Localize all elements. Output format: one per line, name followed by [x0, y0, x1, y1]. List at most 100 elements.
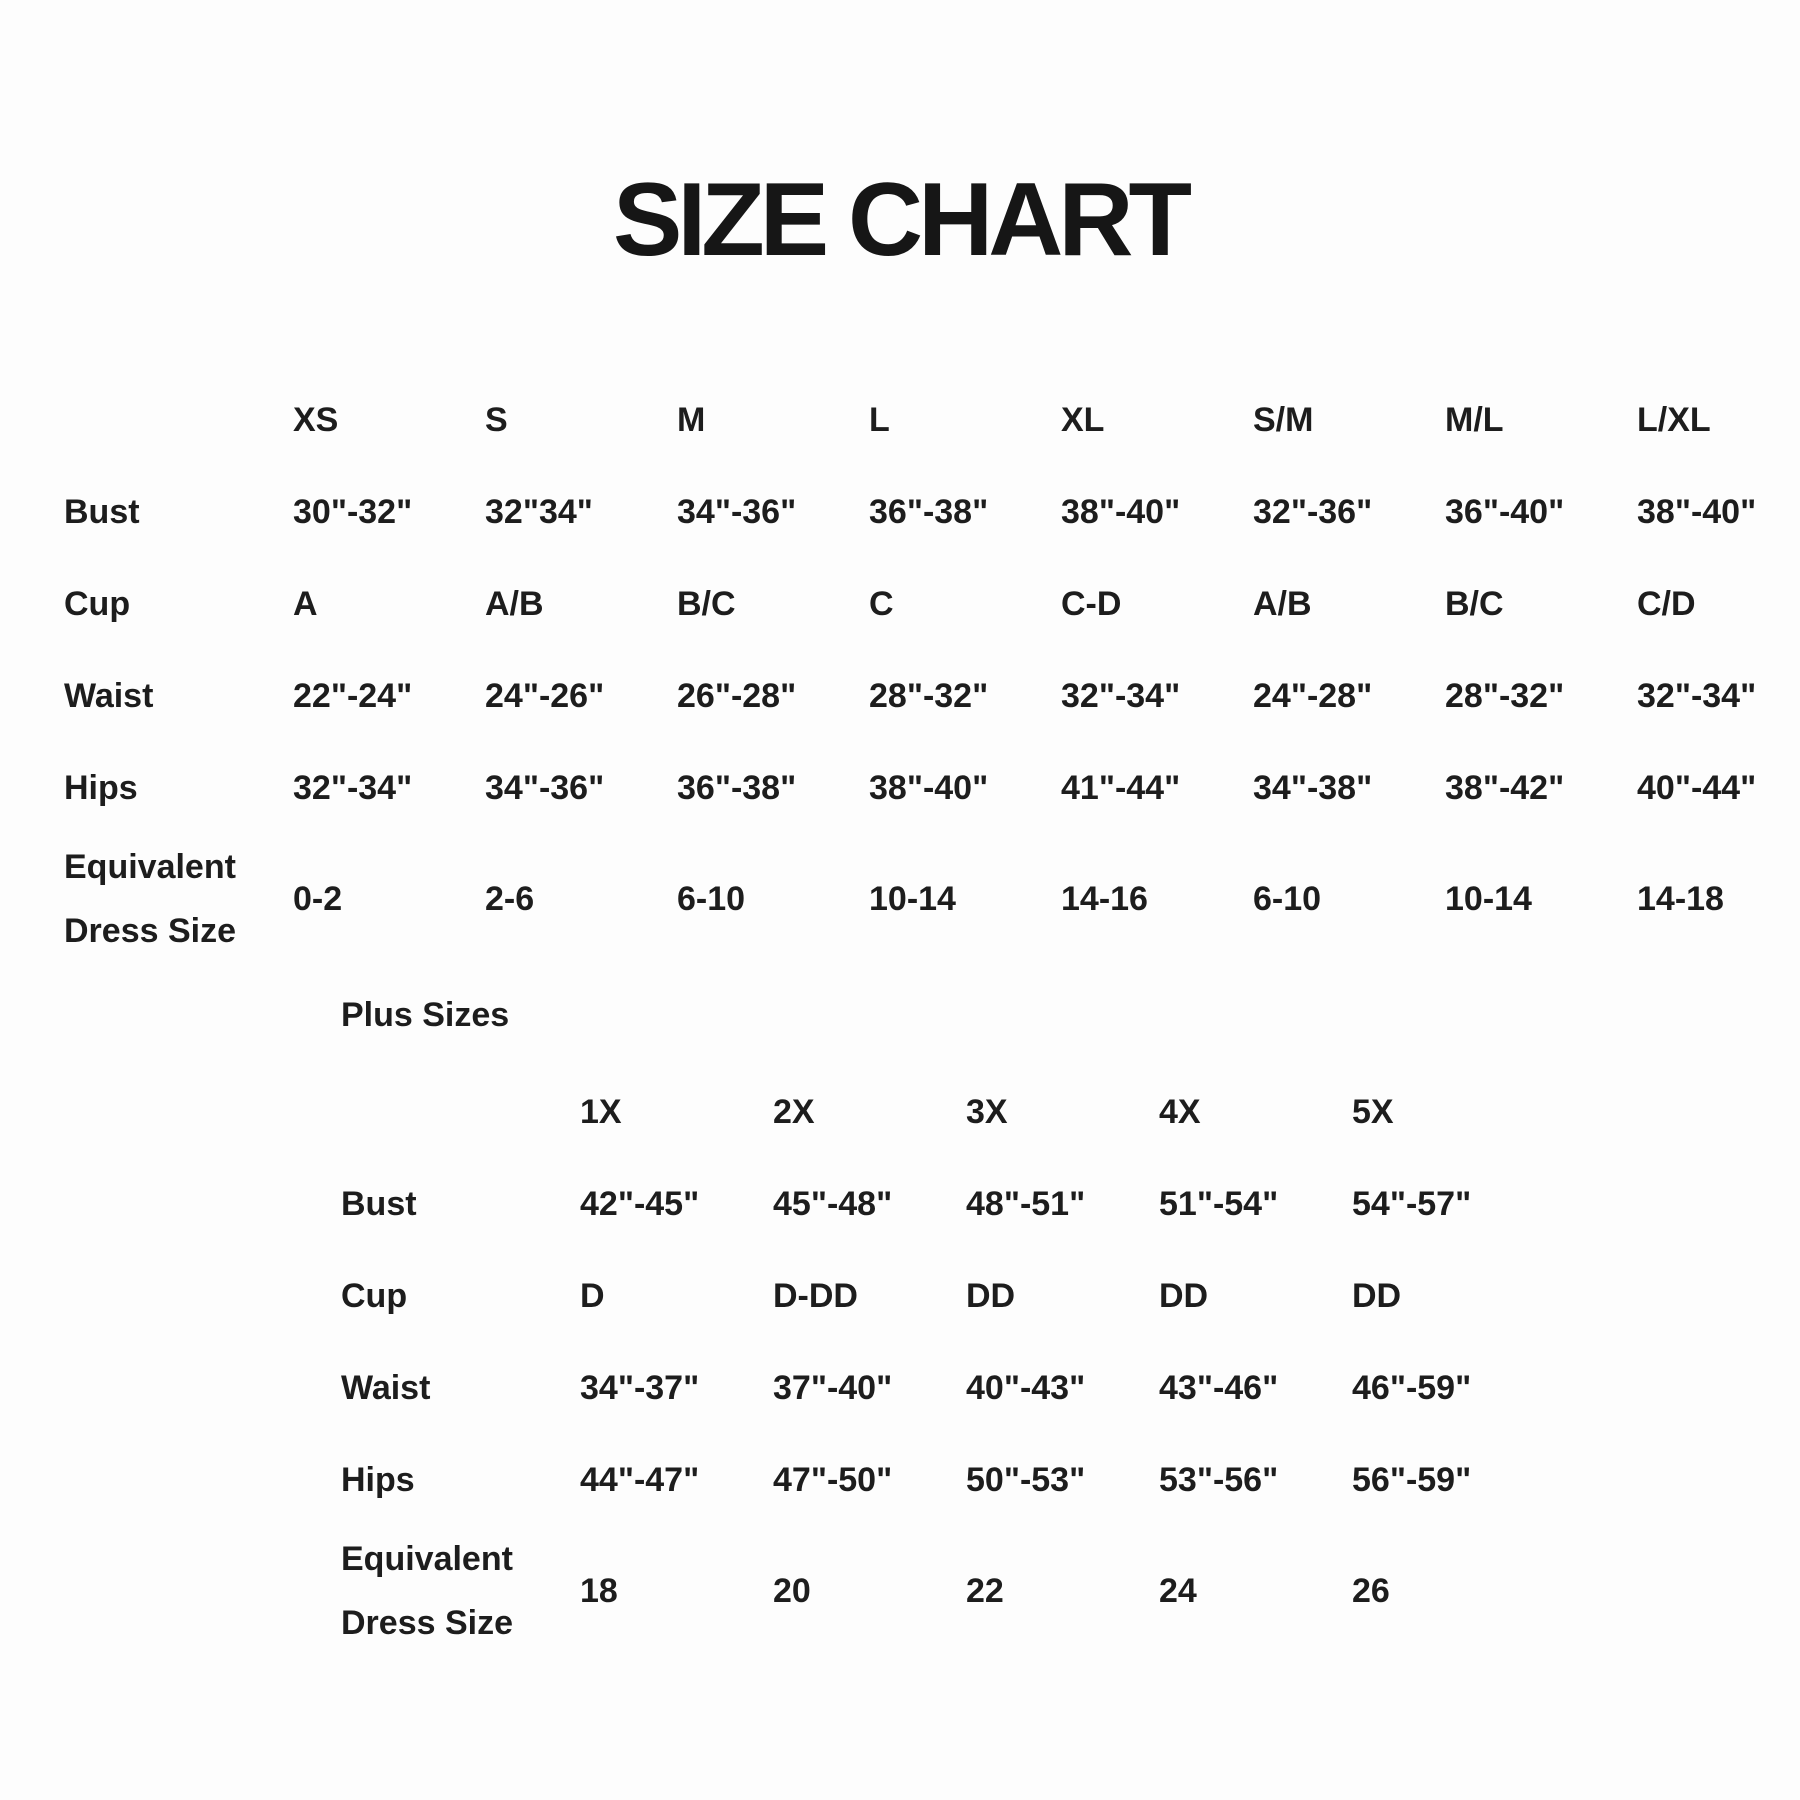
- column-header-4x: 4X: [1159, 1092, 1201, 1131]
- table-cell: 14-16: [1061, 879, 1148, 918]
- plus-header-row: 1X 2X 3X 4X 5X: [341, 1066, 1800, 1158]
- column-header-m: M: [677, 400, 706, 439]
- table-cell: A/B: [485, 584, 544, 623]
- table-row-waist: Waist 22"-24" 24"-26" 26"-28" 28"-32" 32…: [64, 650, 1800, 742]
- table-row-hips-plus: Hips 44"-47" 47"-50" 50"-53" 53"-56" 56"…: [341, 1434, 1800, 1526]
- table-cell: 38"-40": [869, 768, 989, 807]
- table-cell: B/C: [1445, 584, 1504, 623]
- table-cell: 45"-48": [773, 1184, 893, 1223]
- table-cell: 22"-24": [293, 676, 413, 715]
- column-header-2x: 2X: [773, 1092, 815, 1131]
- table-cell: D-DD: [773, 1276, 858, 1315]
- table-cell: 20: [773, 1571, 811, 1610]
- table-cell: 36"-38": [677, 768, 797, 807]
- table-cell: 40"-43": [966, 1368, 1086, 1407]
- table-cell: 43"-46": [1159, 1368, 1279, 1407]
- table-cell: 38"-42": [1445, 768, 1565, 807]
- table-cell: 32"-34": [293, 768, 413, 807]
- table-cell: 32"-36": [1253, 492, 1373, 531]
- table-cell: C: [869, 584, 894, 623]
- table-cell: 2-6: [485, 879, 535, 918]
- row-label-hips: Hips: [341, 1460, 415, 1499]
- table-row-dress-size: Equivalent Dress Size 0-2 2-6 6-10 10-14…: [64, 834, 1800, 964]
- table-cell: 44"-47": [580, 1460, 700, 1499]
- table-cell: 0-2: [293, 879, 343, 918]
- table-cell: 14-18: [1637, 879, 1724, 918]
- table-row-cup-plus: Cup D D-DD DD DD DD: [341, 1250, 1800, 1342]
- table-cell: A: [293, 584, 318, 623]
- table-row-bust-plus: Bust 42"-45" 45"-48" 48"-51" 51"-54" 54"…: [341, 1158, 1800, 1250]
- plus-sizes-heading: Plus Sizes: [341, 995, 510, 1034]
- table-cell: 24"-26": [485, 676, 605, 715]
- table-row-dress-size-plus: Equivalent Dress Size 18 20 22 24 26: [341, 1526, 1800, 1656]
- row-label-waist: Waist: [341, 1368, 431, 1407]
- row-label-line: Dress Size: [341, 1604, 513, 1642]
- table-cell: 10-14: [869, 879, 956, 918]
- table-cell: 18: [580, 1571, 618, 1610]
- table-cell: 38"-40": [1061, 492, 1181, 531]
- table-cell: 32"-34": [1637, 676, 1757, 715]
- standard-header-row: XS S M L XL S/M M/L L/XL: [64, 374, 1800, 466]
- table-cell: 34"-37": [580, 1368, 700, 1407]
- row-label-cup: Cup: [64, 584, 131, 623]
- table-cell: 28"-32": [1445, 676, 1565, 715]
- table-cell: 24: [1159, 1571, 1197, 1610]
- column-header-xs: XS: [293, 400, 339, 439]
- column-header-5x: 5X: [1352, 1092, 1394, 1131]
- table-cell: DD: [1352, 1276, 1402, 1315]
- row-label-hips: Hips: [64, 768, 138, 807]
- table-cell: DD: [966, 1276, 1016, 1315]
- table-cell: 50"-53": [966, 1460, 1086, 1499]
- column-header-s: S: [485, 400, 508, 439]
- row-label-line: Equivalent: [64, 848, 236, 886]
- table-cell: 34"-36": [485, 768, 605, 807]
- table-row-cup: Cup A A/B B/C C C-D A/B B/C C/D: [64, 558, 1800, 650]
- table-cell: 37"-40": [773, 1368, 893, 1407]
- table-cell: 32"-34": [1061, 676, 1181, 715]
- table-cell: 46"-59": [1352, 1368, 1472, 1407]
- table-cell: 26"-28": [677, 676, 797, 715]
- table-cell: B/C: [677, 584, 736, 623]
- table-cell: 6-10: [1253, 879, 1322, 918]
- table-cell: 48"-51": [966, 1184, 1086, 1223]
- table-cell: 24"-28": [1253, 676, 1373, 715]
- table-cell: 10-14: [1445, 879, 1532, 918]
- table-cell: 22: [966, 1571, 1004, 1610]
- table-cell: 36"-38": [869, 492, 989, 531]
- row-label-dress-size: Equivalent Dress Size: [64, 835, 293, 963]
- column-header-3x: 3X: [966, 1092, 1008, 1131]
- table-cell: 26: [1352, 1571, 1390, 1610]
- page-title: SIZE CHART: [613, 162, 1192, 278]
- table-row-waist-plus: Waist 34"-37" 37"-40" 40"-43" 43"-46" 46…: [341, 1342, 1800, 1434]
- table-cell: 30"-32": [293, 492, 413, 531]
- table-cell: 53"-56": [1159, 1460, 1279, 1499]
- table-cell: C-D: [1061, 584, 1122, 623]
- table-cell: D: [580, 1276, 605, 1315]
- row-label-cup: Cup: [341, 1276, 408, 1315]
- table-cell: 42"-45": [580, 1184, 700, 1223]
- row-label-bust: Bust: [64, 492, 140, 531]
- column-header-xl: XL: [1061, 400, 1105, 439]
- row-label-line: Dress Size: [64, 912, 236, 950]
- table-cell: 47"-50": [773, 1460, 893, 1499]
- table-row-bust: Bust 30"-32" 32"34" 34"-36" 36"-38" 38"-…: [64, 466, 1800, 558]
- table-cell: 32"34": [485, 492, 593, 531]
- table-cell: 36"-40": [1445, 492, 1565, 531]
- column-header-1x: 1X: [580, 1092, 622, 1131]
- table-row-hips: Hips 32"-34" 34"-36" 36"-38" 38"-40" 41"…: [64, 742, 1800, 834]
- table-cell: 6-10: [677, 879, 746, 918]
- table-cell: 38"-40": [1637, 492, 1757, 531]
- table-cell: 56"-59": [1352, 1460, 1472, 1499]
- column-header-lxl: L/XL: [1637, 400, 1711, 439]
- table-cell: 40"-44": [1637, 768, 1757, 807]
- column-header-sm: S/M: [1253, 400, 1314, 439]
- table-cell: 34"-36": [677, 492, 797, 531]
- table-cell: 41"-44": [1061, 768, 1181, 807]
- row-label-waist: Waist: [64, 676, 154, 715]
- standard-size-table: XS S M L XL S/M M/L L/XL Bust 30"-32" 32…: [64, 374, 1800, 964]
- table-cell: DD: [1159, 1276, 1209, 1315]
- table-cell: A/B: [1253, 584, 1312, 623]
- column-header-ml: M/L: [1445, 400, 1504, 439]
- plus-size-table: 1X 2X 3X 4X 5X Bust 42"-45" 45"-48" 48"-…: [341, 1066, 1800, 1656]
